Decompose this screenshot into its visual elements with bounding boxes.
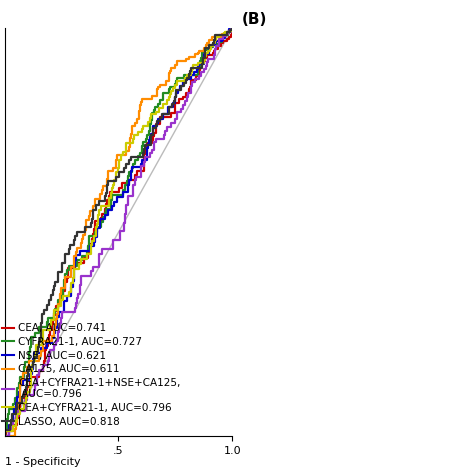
Legend: CEA, AUC=0.741, CYFRA21-1, AUC=0.727, NSE, AUC=0.621, CA125, AUC=0.611, CEA+CYFR: CEA, AUC=0.741, CYFRA21-1, AUC=0.727, NS… <box>0 319 185 431</box>
Text: (B): (B) <box>242 12 267 27</box>
Text: 1 - Specificity: 1 - Specificity <box>5 456 81 466</box>
